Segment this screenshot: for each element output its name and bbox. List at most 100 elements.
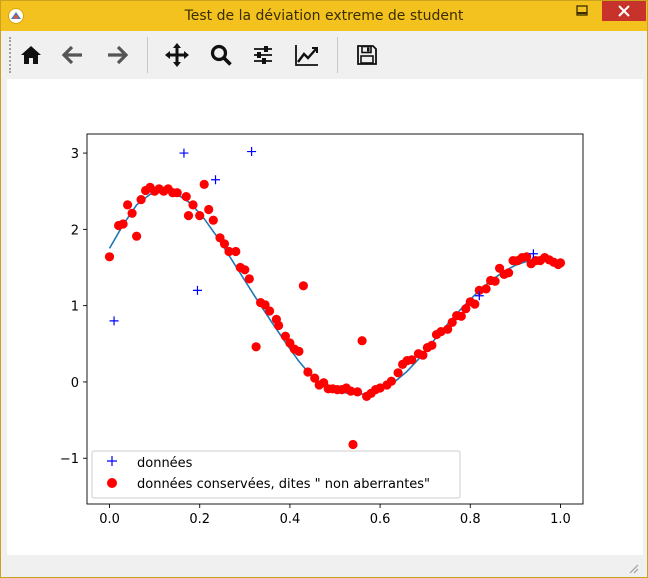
raw-data-point xyxy=(474,291,484,301)
kept-data-point xyxy=(195,211,205,221)
home-button[interactable] xyxy=(13,37,49,73)
kept-data-point xyxy=(204,204,214,215)
kept-data-point xyxy=(199,179,209,189)
title-bar[interactable]: Test de la déviation extreme de student xyxy=(1,1,647,31)
kept-data-point xyxy=(240,265,250,275)
move-icon xyxy=(165,43,189,67)
toolbar-separator xyxy=(147,37,148,73)
chart-icon xyxy=(295,45,318,66)
kept-data-point xyxy=(504,268,514,278)
home-icon xyxy=(21,46,41,64)
arrow-right-icon xyxy=(108,45,129,65)
legend-box xyxy=(91,450,461,499)
x-tick-label: 0.2 xyxy=(189,512,210,527)
magnifier-icon xyxy=(210,44,232,66)
close-button[interactable] xyxy=(602,1,646,21)
y-tick-label: 2 xyxy=(71,223,79,238)
legend-label-donnees: données xyxy=(137,456,193,471)
back-button[interactable] xyxy=(55,37,91,73)
kept-data-point xyxy=(208,215,218,225)
kept-data-point xyxy=(352,387,363,397)
floppy-disk-icon xyxy=(357,45,377,65)
raw-data-point xyxy=(192,285,202,295)
kept-data-point xyxy=(522,252,532,262)
kept-data-point xyxy=(393,368,403,378)
x-tick-label: 0.4 xyxy=(280,512,301,527)
x-tick-label: 0.0 xyxy=(99,512,120,527)
kept-data-point xyxy=(132,231,142,241)
maximize-button[interactable] xyxy=(569,1,595,21)
window-title: Test de la déviation extreme de student xyxy=(184,8,464,24)
kept-data-point xyxy=(251,342,261,352)
kept-data-point xyxy=(172,188,182,198)
minimize-button[interactable] xyxy=(569,1,595,21)
kept-data-point xyxy=(418,350,428,360)
kept-data-point xyxy=(427,340,437,350)
forward-button[interactable] xyxy=(99,37,135,73)
raw-data-point xyxy=(247,147,257,157)
sliders-icon xyxy=(254,46,272,64)
kept-data-point xyxy=(231,246,241,257)
toolbar-grip[interactable] xyxy=(9,37,15,73)
kept-data-point xyxy=(555,258,566,268)
kept-data-point xyxy=(280,331,290,341)
kept-data-point xyxy=(490,276,500,286)
kept-data-point xyxy=(181,192,191,202)
kept-data-point xyxy=(274,320,284,331)
kept-data-point xyxy=(136,195,146,205)
navigation-toolbar xyxy=(7,31,643,79)
kept-data-point xyxy=(461,304,471,314)
edit-axes-button[interactable] xyxy=(289,37,325,73)
kept-data-point xyxy=(386,376,396,386)
raw-data-point xyxy=(211,175,221,185)
raw-data-point xyxy=(528,249,538,259)
x-tick-label: 0.8 xyxy=(460,512,481,527)
kept-data-point xyxy=(298,281,308,291)
kept-data-point xyxy=(188,200,198,210)
status-bar xyxy=(7,557,643,577)
kept-data-point xyxy=(346,386,356,396)
resize-grip-icon[interactable] xyxy=(627,562,639,574)
kept-data-point xyxy=(123,200,133,210)
kept-data-point xyxy=(219,239,230,249)
y-tick-label: 3 xyxy=(71,147,79,162)
kept-data-point xyxy=(294,346,304,356)
y-tick-label: −1 xyxy=(60,452,79,467)
kept-data-point xyxy=(357,336,367,346)
kept-data-point xyxy=(348,439,358,450)
kept-data-point xyxy=(310,373,320,383)
kept-data-point xyxy=(456,311,466,321)
pan-button[interactable] xyxy=(159,37,195,73)
y-tick-label: 1 xyxy=(71,300,79,315)
kept-data-point xyxy=(443,324,453,334)
kept-data-point xyxy=(183,211,194,221)
kept-data-point xyxy=(127,208,137,218)
x-tick-label: 1.0 xyxy=(550,512,571,527)
subplots-button[interactable] xyxy=(245,37,281,73)
scatter-plot: 0.0 0.2 0.4 0.6 0.8 1.0 −1 0 1 2 3 données données… xyxy=(60,133,584,527)
legend-marker-plus xyxy=(107,456,117,466)
kept-data-point xyxy=(470,299,480,309)
kept-data-point xyxy=(224,246,234,257)
zoom-button[interactable] xyxy=(203,37,239,73)
raw-data-point xyxy=(179,148,189,158)
kept-data-point xyxy=(481,284,491,294)
legend: données données conservées, dites " non … xyxy=(91,450,461,499)
kept-data-point xyxy=(118,219,128,229)
legend-marker-dot xyxy=(107,478,117,488)
figure-canvas[interactable]: 0.0 0.2 0.4 0.6 0.8 1.0 −1 0 1 2 3 données données… xyxy=(7,79,643,555)
toolbar-separator xyxy=(337,37,338,73)
kept-data-point xyxy=(447,317,457,327)
x-tick-label: 0.6 xyxy=(370,512,391,527)
kept-data-point xyxy=(265,306,275,316)
kept-data-point xyxy=(104,252,115,262)
kept-data-point xyxy=(244,274,254,284)
app-icon xyxy=(8,8,24,24)
arrow-left-icon xyxy=(61,45,82,65)
legend-label-conservees: données conservées, dites " non aberrant… xyxy=(137,477,430,492)
kept-data-point xyxy=(303,367,313,377)
save-button[interactable] xyxy=(349,37,385,73)
raw-data-point xyxy=(109,316,119,326)
kept-data-point xyxy=(407,355,417,365)
